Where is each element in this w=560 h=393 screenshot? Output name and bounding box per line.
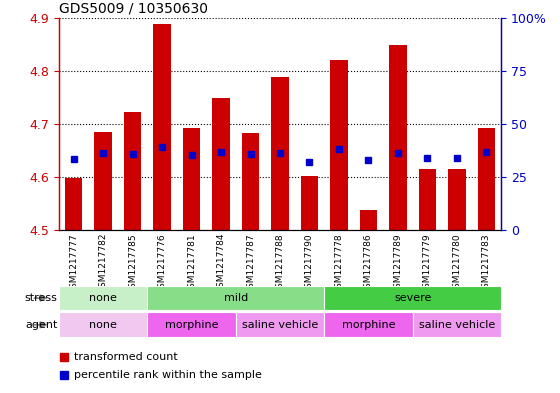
Text: GSM1217782: GSM1217782 [99,233,108,294]
Bar [301,176,318,230]
Text: GSM1217785: GSM1217785 [128,233,137,294]
Bar [59,312,147,337]
Bar [124,112,141,230]
Bar [147,286,324,310]
Text: saline vehicle: saline vehicle [419,320,495,330]
Bar [324,286,501,310]
Text: GSM1217784: GSM1217784 [217,233,226,294]
Bar [242,133,259,230]
Bar [360,210,377,230]
Text: GSM1217776: GSM1217776 [157,233,166,294]
Text: none: none [89,293,117,303]
Bar [413,312,501,337]
Bar [147,312,236,337]
Bar [59,286,147,310]
Bar [448,169,466,230]
Text: GSM1217780: GSM1217780 [452,233,461,294]
Text: transformed count: transformed count [74,352,178,362]
Text: GSM1217790: GSM1217790 [305,233,314,294]
Text: none: none [89,320,117,330]
Text: GSM1217786: GSM1217786 [364,233,373,294]
Text: GDS5009 / 10350630: GDS5009 / 10350630 [59,1,208,15]
Text: GSM1217781: GSM1217781 [187,233,196,294]
Text: GSM1217783: GSM1217783 [482,233,491,294]
Text: GSM1217789: GSM1217789 [394,233,403,294]
Bar [65,178,82,230]
Text: saline vehicle: saline vehicle [242,320,318,330]
Bar [183,127,200,230]
Bar [94,132,112,230]
Text: GSM1217779: GSM1217779 [423,233,432,294]
Text: percentile rank within the sample: percentile rank within the sample [74,370,262,380]
Bar [478,128,495,230]
Bar [324,312,413,337]
Text: severe: severe [394,293,431,303]
Bar [153,24,171,230]
Bar [212,98,230,230]
Bar [236,312,324,337]
Bar [271,77,289,230]
Bar [419,169,436,230]
Text: GSM1217787: GSM1217787 [246,233,255,294]
Text: agent: agent [25,320,58,330]
Bar [330,60,348,230]
Text: stress: stress [25,293,58,303]
Text: mild: mild [223,293,248,303]
Text: GSM1217788: GSM1217788 [276,233,284,294]
Text: morphine: morphine [165,320,218,330]
Bar [389,45,407,230]
Text: GSM1217777: GSM1217777 [69,233,78,294]
Text: GSM1217778: GSM1217778 [334,233,343,294]
Text: morphine: morphine [342,320,395,330]
